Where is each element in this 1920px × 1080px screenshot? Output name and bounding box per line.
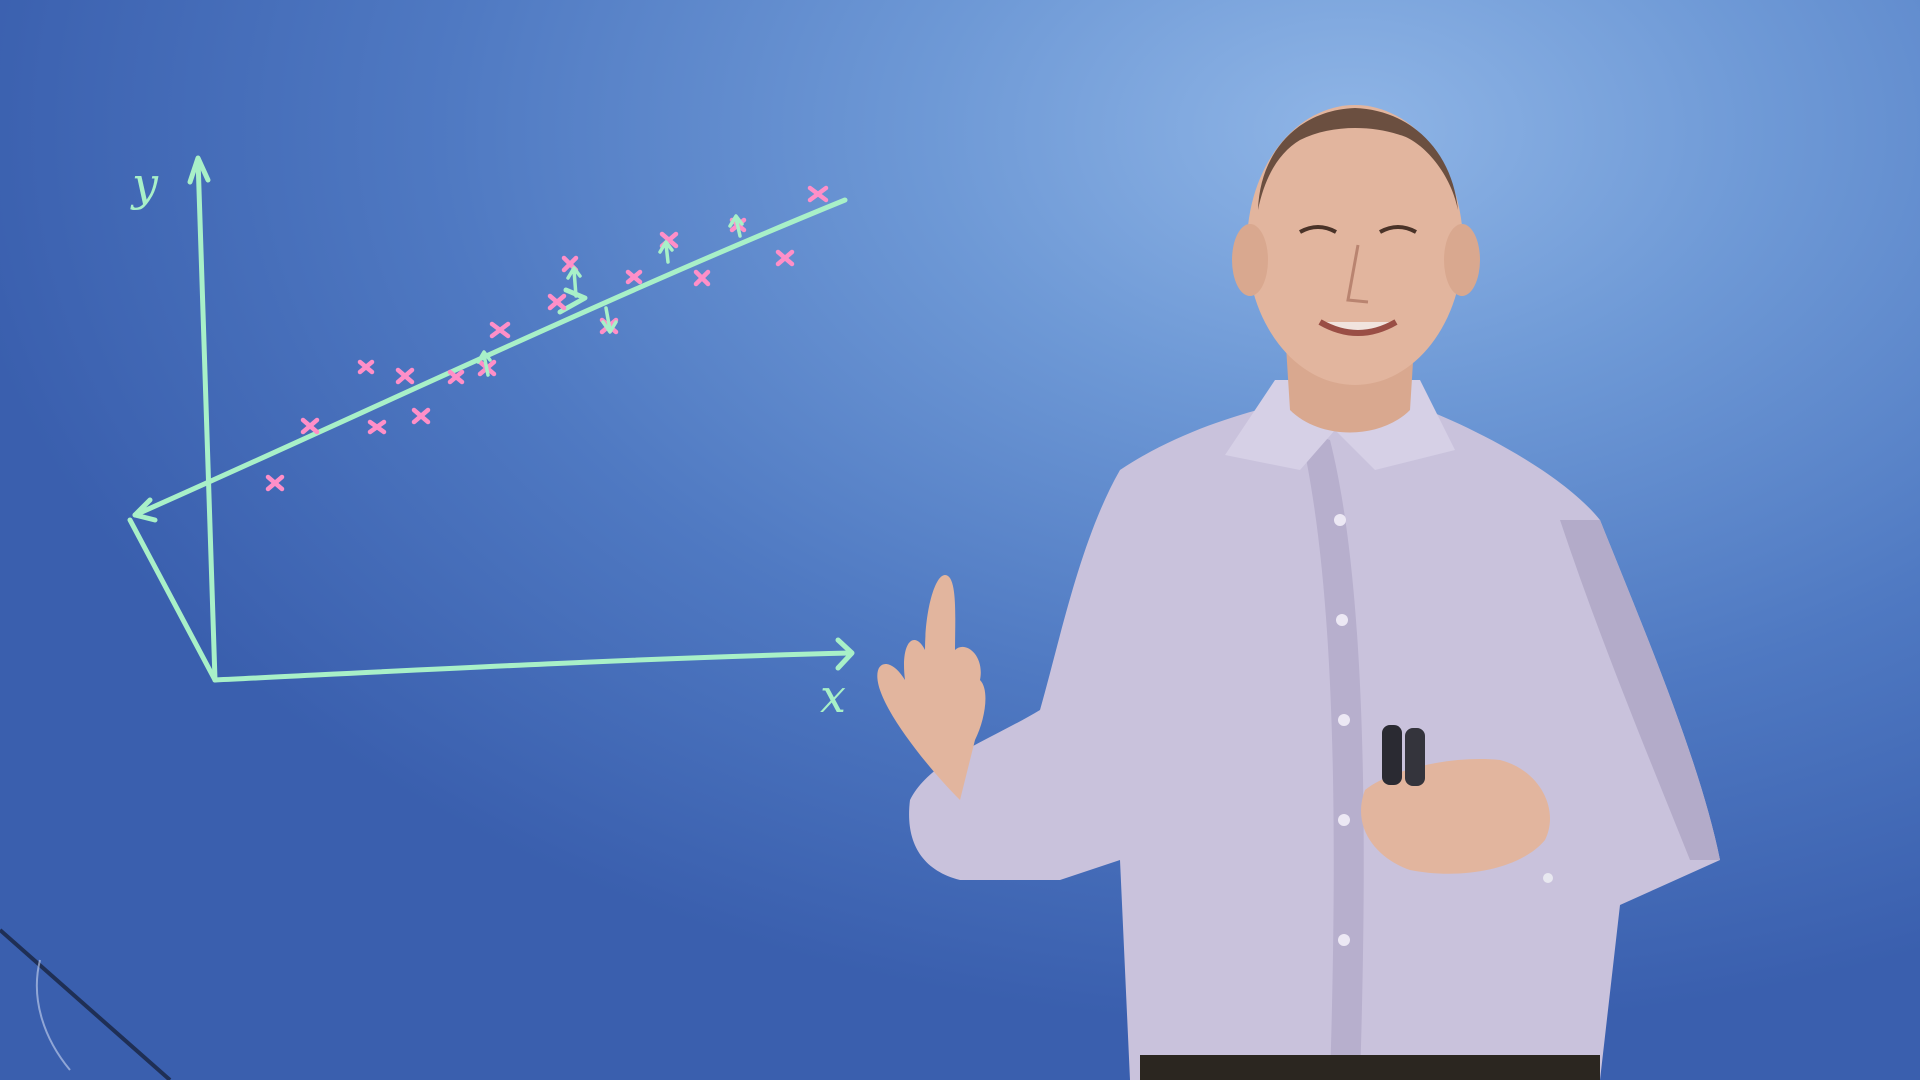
shirt-placket	[1300, 430, 1364, 1080]
mouth	[1318, 319, 1398, 336]
eye-left	[1299, 225, 1337, 234]
shirt	[909, 400, 1720, 1080]
presenter-figure	[877, 105, 1720, 1080]
y-axis-line	[195, 157, 218, 683]
residual-arrow	[601, 306, 618, 334]
data-point	[807, 185, 829, 203]
data-point	[625, 269, 643, 285]
y-axis-arrowhead	[187, 155, 211, 185]
residual-arrows	[476, 214, 744, 377]
glass-edge-reflection	[0, 928, 172, 1080]
data-point	[489, 321, 511, 339]
projection-line	[127, 517, 218, 683]
hair	[1258, 108, 1458, 210]
x-axis-label: x	[820, 669, 846, 723]
nose	[1346, 244, 1369, 304]
regression-line-arrowhead	[132, 497, 158, 523]
shirt-button	[1338, 934, 1350, 946]
data-point	[395, 367, 415, 385]
data-point	[693, 269, 711, 287]
data-point	[411, 407, 431, 425]
data-point	[547, 293, 567, 311]
x-axis-line	[212, 650, 853, 683]
shirt-button	[1334, 514, 1346, 526]
x-axis-arrowhead	[835, 637, 855, 671]
cufflink	[1543, 873, 1553, 883]
residual-arrow	[658, 240, 674, 264]
head	[1247, 105, 1463, 385]
gesturing-hand	[877, 575, 986, 800]
data-points	[265, 185, 829, 492]
shirt-button	[1336, 614, 1348, 626]
residual-arrow	[476, 350, 492, 377]
belt	[1140, 1055, 1600, 1080]
y-axis-label: y	[130, 157, 159, 211]
marker-pen	[1382, 725, 1402, 785]
marker-pen	[1405, 728, 1425, 786]
data-point	[357, 359, 375, 375]
holding-hand	[1361, 759, 1550, 874]
shirt-button	[1338, 714, 1350, 726]
shirt-button	[1338, 814, 1350, 826]
ear-left	[1232, 224, 1268, 296]
ear-right	[1444, 224, 1480, 296]
data-point	[447, 369, 465, 385]
data-point	[367, 419, 387, 435]
regression-direction-arrow	[557, 287, 588, 315]
residual-arrow	[566, 266, 582, 298]
data-point	[300, 417, 320, 435]
data-point	[775, 249, 795, 267]
eye-right	[1379, 225, 1417, 234]
shirt-sleeve-shadow	[1560, 520, 1720, 860]
data-point	[265, 474, 285, 492]
residual-arrow	[728, 214, 744, 238]
glass-glare	[35, 959, 71, 1071]
